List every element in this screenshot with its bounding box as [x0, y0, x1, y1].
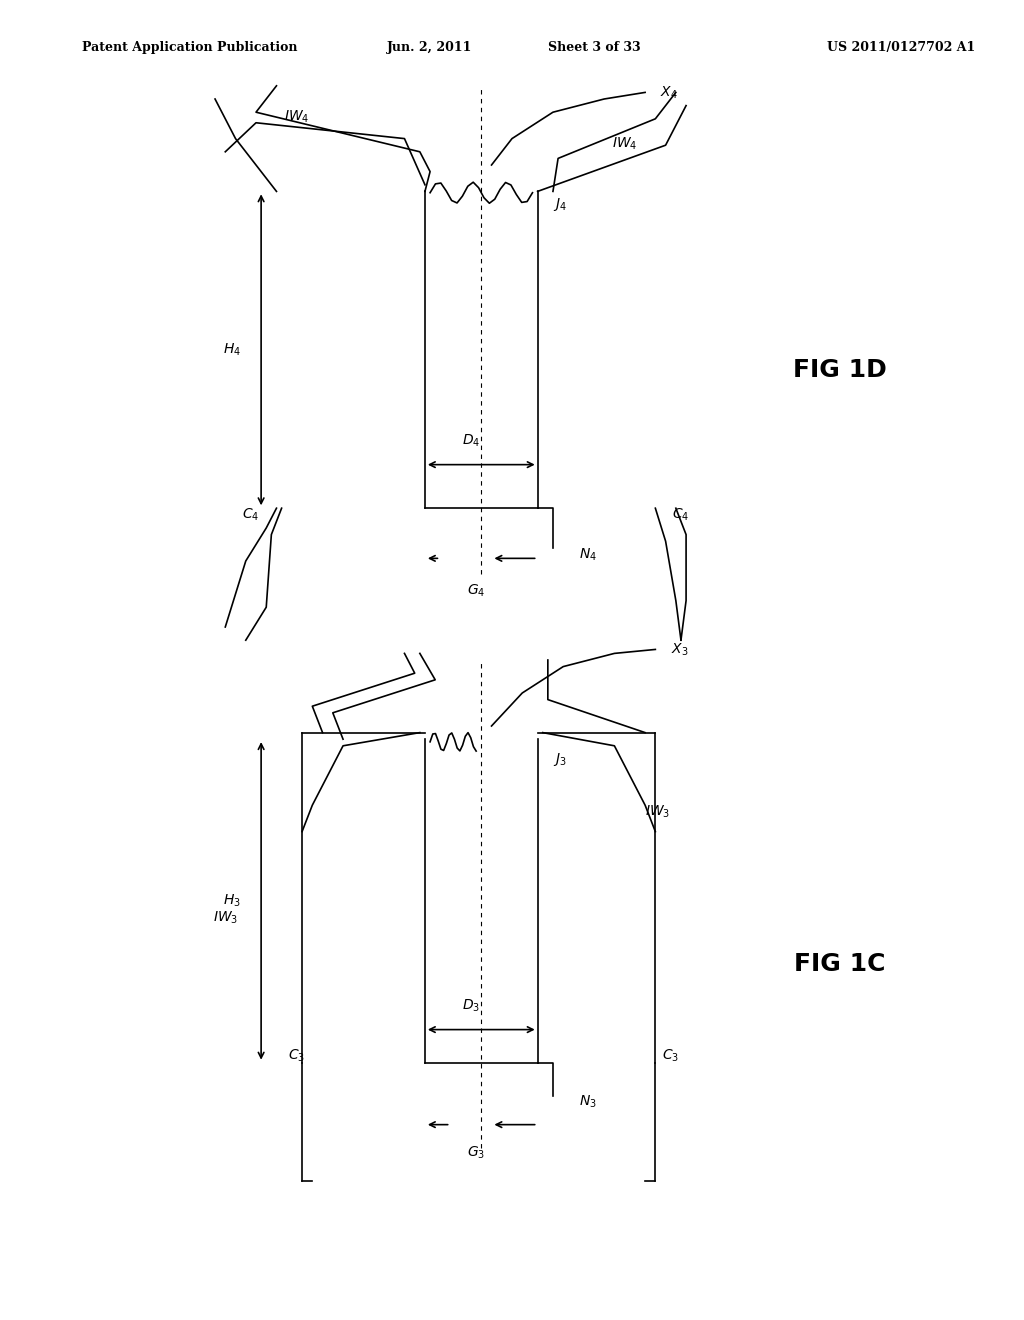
Text: $J_4$: $J_4$ [553, 197, 567, 213]
Text: FIG 1C: FIG 1C [794, 952, 886, 975]
Text: $D_4$: $D_4$ [462, 433, 480, 449]
Text: $C_4$: $C_4$ [673, 507, 689, 523]
Text: $IW_3$: $IW_3$ [213, 909, 238, 925]
Text: Patent Application Publication: Patent Application Publication [82, 41, 297, 54]
Text: $IW_4$: $IW_4$ [612, 136, 637, 152]
Text: $IW_4$: $IW_4$ [285, 110, 309, 125]
Text: Sheet 3 of 33: Sheet 3 of 33 [548, 41, 640, 54]
Text: $N_4$: $N_4$ [579, 546, 597, 562]
Text: $C_3$: $C_3$ [289, 1048, 305, 1064]
Text: $C_4$: $C_4$ [243, 507, 259, 523]
Text: Jun. 2, 2011: Jun. 2, 2011 [387, 41, 473, 54]
Text: $J_3$: $J_3$ [553, 751, 566, 767]
Text: FIG 1D: FIG 1D [793, 358, 887, 381]
Text: US 2011/0127702 A1: US 2011/0127702 A1 [827, 41, 975, 54]
Text: $X_3$: $X_3$ [671, 642, 688, 657]
Text: $D_3$: $D_3$ [462, 998, 480, 1014]
Text: $X_4$: $X_4$ [660, 84, 678, 100]
Text: $H_4$: $H_4$ [222, 342, 241, 358]
Text: $IW_3$: $IW_3$ [645, 804, 671, 820]
Text: $G_4$: $G_4$ [467, 582, 485, 598]
Text: $H_3$: $H_3$ [223, 892, 241, 909]
Text: $G_3$: $G_3$ [467, 1144, 485, 1160]
Text: $N_3$: $N_3$ [579, 1094, 596, 1110]
Text: $C_3$: $C_3$ [663, 1048, 679, 1064]
